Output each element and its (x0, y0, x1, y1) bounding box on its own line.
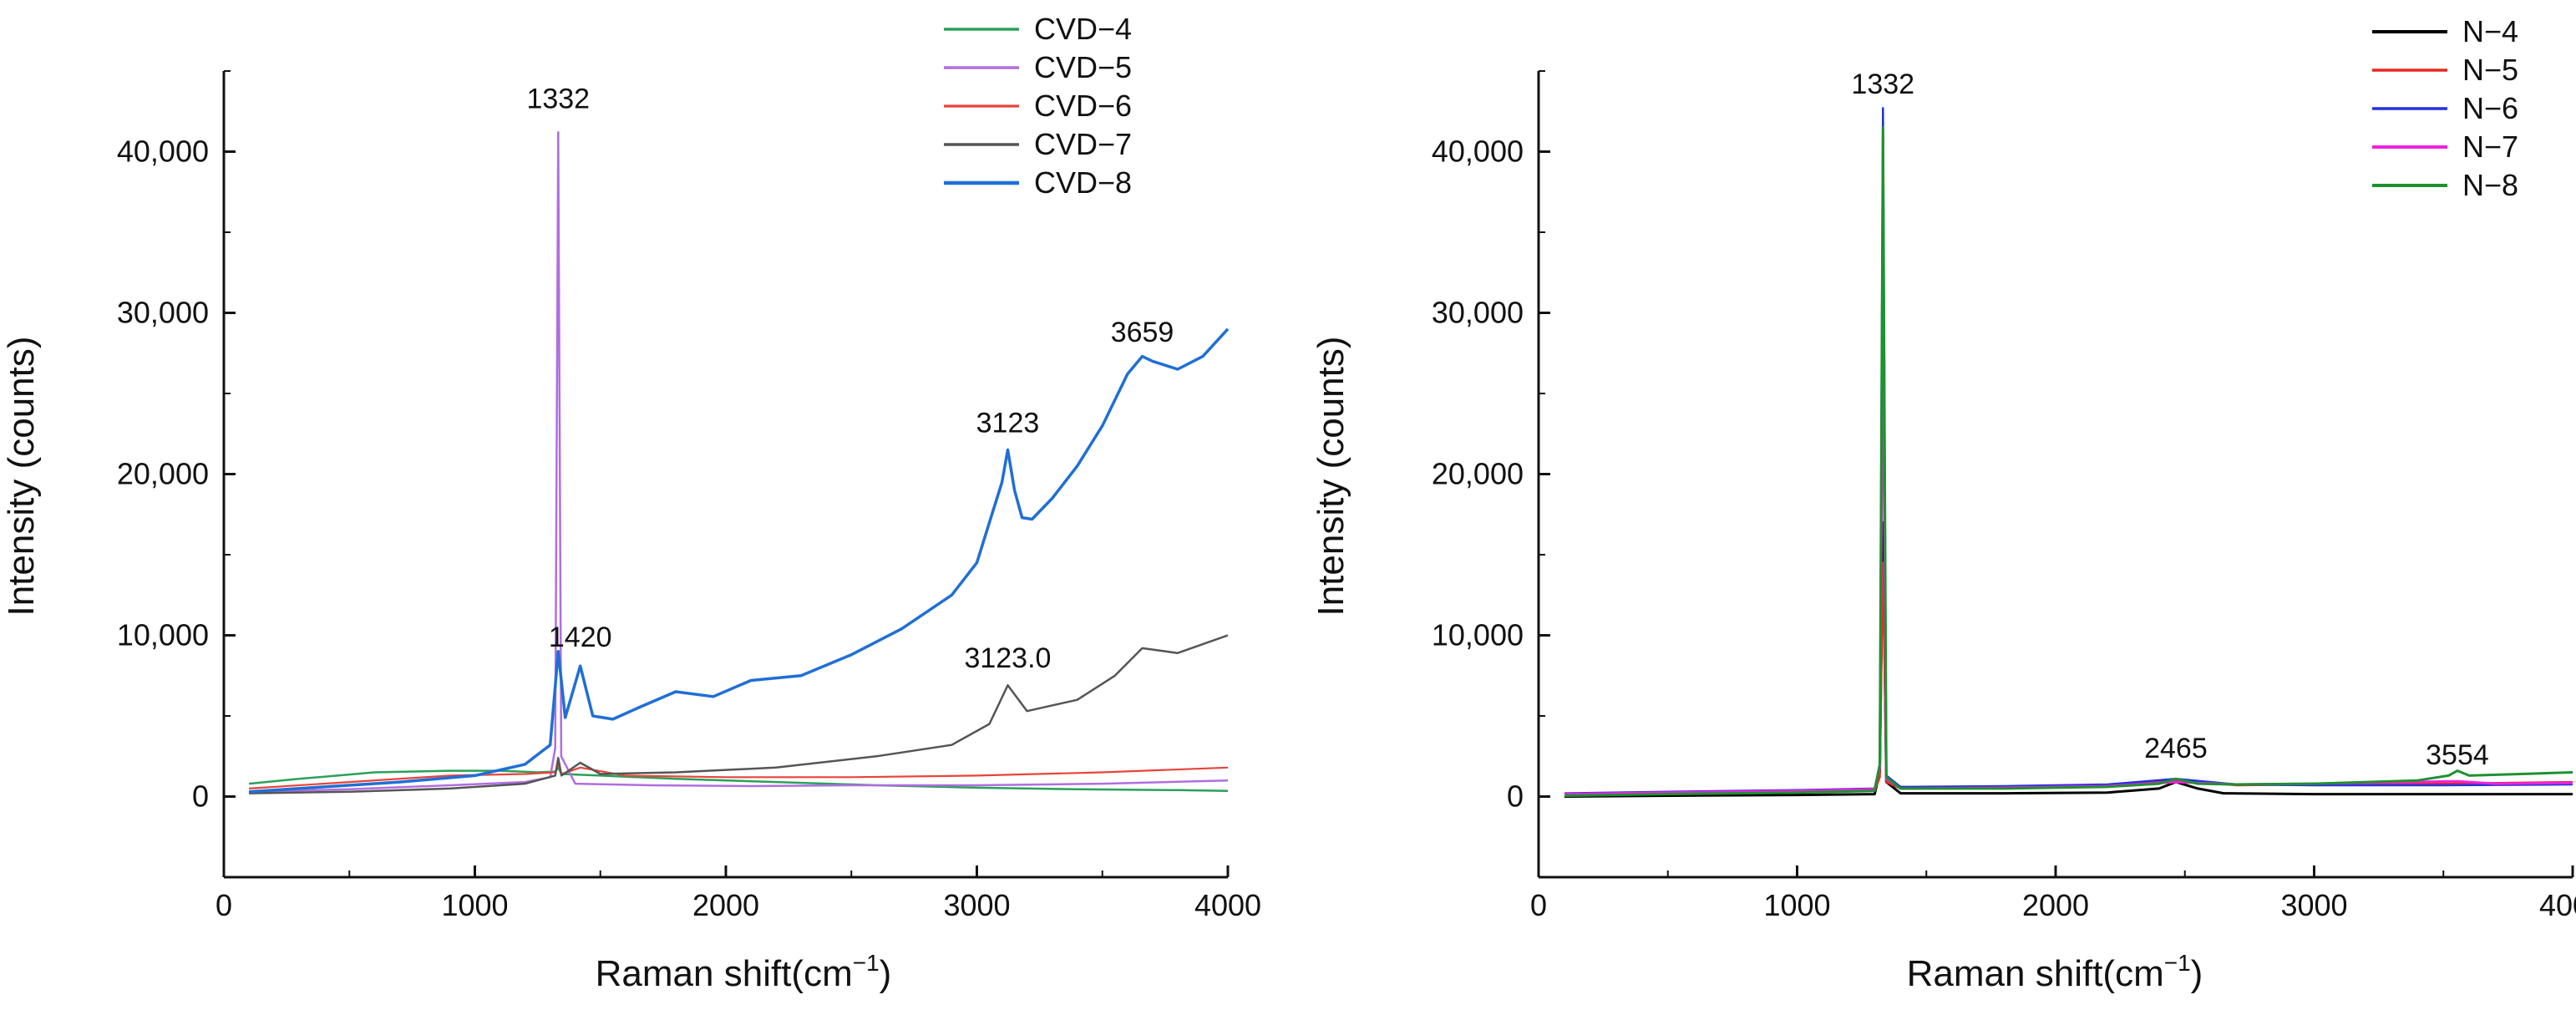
legend-label: N−6 (2462, 91, 2518, 125)
legend-label: N−7 (2462, 129, 2518, 164)
x-tick-label: 0 (1530, 888, 1547, 922)
y-tick-label: 30,000 (117, 296, 209, 330)
series-line-N−4 (1564, 520, 2573, 798)
x-tick-label: 3000 (2280, 888, 2347, 922)
x-axis-label-close: ) (880, 953, 892, 994)
peak-annotation: 3123.0 (964, 642, 1051, 674)
x-tick-label: 2000 (692, 888, 759, 922)
x-axis-label-text: Raman shift(cm (596, 953, 853, 994)
x-axis-label-superscript: −1 (2164, 950, 2191, 976)
x-axis-label-text: Raman shift(cm (1907, 953, 2164, 994)
legend-label: CVD−6 (1034, 89, 1132, 123)
legend-label: N−8 (2462, 168, 2518, 202)
y-tick-label: 10,000 (117, 618, 209, 652)
peak-annotation: 3123 (976, 407, 1040, 439)
y-tick-label: 30,000 (1432, 296, 1524, 330)
series-line-N−5 (1564, 561, 2573, 796)
series-line-CVD−7 (249, 634, 1229, 794)
x-tick-label: 3000 (943, 888, 1010, 922)
x-tick-label: 2000 (2022, 888, 2089, 922)
legend-label: CVD−4 (1034, 12, 1132, 46)
legend-label: N−4 (2462, 14, 2518, 48)
y-axis-label: Intensity (counts) (1, 336, 42, 616)
legend-label: N−5 (2462, 53, 2518, 87)
y-tick-label: 20,000 (1432, 457, 1524, 491)
peak-annotation: 2465 (2144, 733, 2208, 764)
n-spectra-panel: 0 1000 2000 3000 4000 0 10,000 20,000 30,000 40,0… (1311, 14, 2576, 994)
x-axis-label-close: ) (2191, 953, 2203, 994)
legend-label: CVD−7 (1034, 127, 1132, 161)
cvd-spectra-panel: 0 1000 2000 3000 4000 0 10,000 20,000 30,000 40,0… (1, 12, 1261, 994)
y-axis-label: Intensity (counts) (1311, 336, 1351, 616)
x-tick-label: 4000 (1194, 888, 1261, 922)
x-axis-label: Raman shift(cm−1) (596, 950, 892, 994)
x-tick-label: 4000 (2539, 888, 2576, 922)
series-line-N−8 (1564, 126, 2573, 797)
series-line-N−6 (1564, 107, 2573, 794)
y-tick-label: 10,000 (1432, 618, 1524, 652)
legend-label: CVD−5 (1034, 50, 1132, 84)
peak-annotation: 3554 (2426, 739, 2489, 771)
y-tick-label: 20,000 (117, 457, 209, 491)
peak-annotation: 3659 (1111, 317, 1174, 348)
y-tick-label: 40,000 (1432, 134, 1524, 169)
series-line-CVD−8 (248, 327, 1230, 794)
y-tick-label: 0 (1507, 779, 1524, 814)
x-axis-label: Raman shift(cm−1) (1907, 950, 2203, 994)
series-line-CVD−5 (249, 131, 1229, 793)
x-tick-label: 0 (216, 888, 232, 922)
peak-annotation: 1332 (1851, 69, 1914, 100)
peak-annotation: 1332 (526, 83, 590, 114)
x-tick-label: 1000 (1763, 888, 1830, 922)
y-tick-label: 40,000 (117, 134, 209, 169)
y-tick-label: 0 (192, 779, 209, 814)
peak-annotation: 1420 (549, 622, 612, 653)
x-axis-label-superscript: −1 (853, 950, 880, 976)
series-line-N−7 (1564, 312, 2573, 796)
legend-label: CVD−8 (1034, 165, 1132, 200)
x-tick-label: 1000 (441, 888, 508, 922)
